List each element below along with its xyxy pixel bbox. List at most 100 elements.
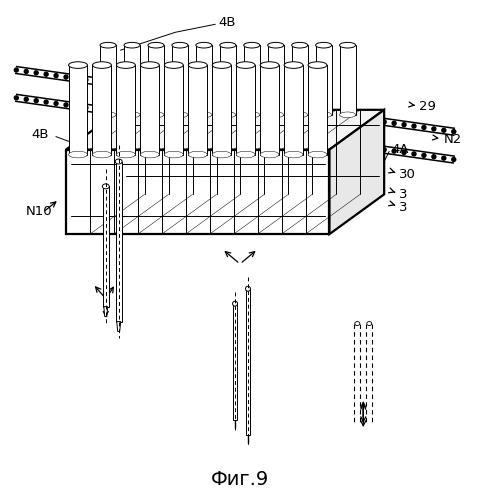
Circle shape [283, 134, 287, 138]
Polygon shape [188, 65, 207, 155]
Ellipse shape [268, 112, 284, 118]
Circle shape [94, 79, 98, 83]
Circle shape [352, 116, 356, 120]
Text: 29: 29 [419, 100, 436, 113]
Ellipse shape [117, 62, 135, 68]
Circle shape [54, 101, 58, 105]
Circle shape [164, 89, 168, 93]
Circle shape [233, 99, 237, 103]
Ellipse shape [236, 62, 255, 68]
Circle shape [422, 125, 426, 129]
Polygon shape [308, 65, 327, 155]
Polygon shape [315, 45, 332, 115]
Ellipse shape [140, 151, 159, 158]
Polygon shape [117, 321, 120, 331]
Text: N2: N2 [444, 133, 462, 146]
Circle shape [84, 78, 88, 82]
Polygon shape [339, 45, 356, 115]
Ellipse shape [69, 62, 87, 68]
Polygon shape [66, 110, 384, 150]
Circle shape [263, 131, 267, 135]
Ellipse shape [196, 42, 212, 48]
Ellipse shape [93, 62, 111, 68]
Circle shape [412, 124, 416, 128]
Ellipse shape [355, 321, 360, 325]
Polygon shape [103, 186, 109, 307]
Circle shape [223, 97, 227, 101]
Polygon shape [116, 162, 122, 321]
Circle shape [34, 71, 38, 75]
Ellipse shape [292, 42, 308, 48]
Circle shape [323, 139, 326, 143]
Ellipse shape [284, 62, 303, 68]
Circle shape [213, 124, 217, 128]
Circle shape [372, 118, 376, 122]
Circle shape [114, 82, 118, 86]
Ellipse shape [124, 42, 140, 48]
Circle shape [283, 106, 287, 110]
Circle shape [14, 68, 18, 72]
Circle shape [362, 145, 366, 149]
Polygon shape [244, 45, 260, 115]
Circle shape [114, 110, 118, 114]
Circle shape [342, 114, 347, 118]
Ellipse shape [308, 151, 327, 158]
Ellipse shape [188, 151, 207, 158]
Circle shape [382, 148, 386, 152]
Ellipse shape [260, 62, 279, 68]
Circle shape [133, 85, 138, 89]
Polygon shape [268, 45, 284, 115]
Ellipse shape [220, 112, 236, 118]
Polygon shape [292, 45, 308, 115]
Polygon shape [233, 304, 237, 420]
Circle shape [94, 107, 98, 111]
Circle shape [382, 120, 386, 124]
Circle shape [213, 96, 217, 100]
Text: N10: N10 [26, 205, 53, 218]
Polygon shape [212, 65, 231, 155]
Ellipse shape [244, 112, 260, 118]
Circle shape [24, 97, 28, 101]
Ellipse shape [196, 112, 212, 118]
Ellipse shape [315, 112, 332, 118]
Circle shape [392, 121, 396, 125]
Ellipse shape [148, 112, 164, 118]
Circle shape [64, 75, 68, 79]
Circle shape [342, 142, 347, 146]
Circle shape [323, 111, 326, 115]
Circle shape [312, 110, 316, 114]
Text: B: B [211, 65, 219, 75]
Circle shape [164, 117, 168, 121]
Circle shape [84, 106, 88, 110]
Ellipse shape [148, 42, 164, 48]
Text: 3: 3 [399, 188, 408, 201]
Ellipse shape [284, 151, 303, 158]
Circle shape [144, 114, 147, 118]
Polygon shape [100, 45, 116, 115]
Text: 4A: 4A [285, 98, 302, 111]
Polygon shape [117, 65, 135, 155]
Circle shape [24, 69, 28, 73]
Polygon shape [220, 45, 236, 115]
Polygon shape [124, 45, 140, 115]
Circle shape [333, 141, 336, 145]
Circle shape [243, 128, 247, 132]
Polygon shape [172, 45, 188, 115]
Circle shape [412, 152, 416, 156]
Circle shape [183, 120, 187, 124]
Circle shape [442, 156, 446, 160]
Ellipse shape [115, 159, 122, 164]
Text: 4B: 4B [31, 128, 48, 141]
Circle shape [173, 90, 178, 94]
Ellipse shape [102, 184, 109, 189]
Polygon shape [66, 150, 329, 234]
Polygon shape [164, 65, 183, 155]
Ellipse shape [188, 62, 207, 68]
Circle shape [233, 127, 237, 131]
Polygon shape [246, 289, 250, 435]
Ellipse shape [69, 151, 87, 158]
Ellipse shape [100, 42, 116, 48]
Circle shape [452, 158, 456, 162]
Circle shape [293, 135, 297, 139]
Polygon shape [260, 65, 279, 155]
